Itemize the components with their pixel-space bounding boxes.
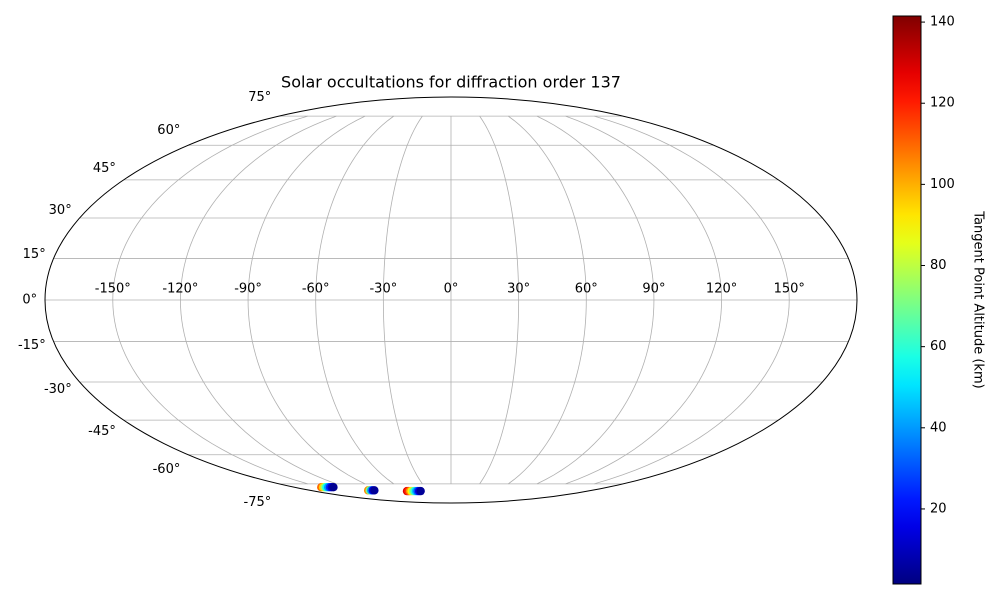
data-point — [370, 486, 379, 495]
colorbar-tick-label: 40 — [930, 420, 947, 435]
grid-line — [382, 115, 423, 485]
x-tick-label: 30° — [507, 282, 530, 297]
y-tick-label: 75° — [248, 90, 271, 105]
chart-title: Solar occultations for diffraction order… — [281, 73, 621, 92]
x-tick-label: -30° — [369, 282, 397, 297]
map-frame — [44, 96, 858, 504]
x-tick-label: 0° — [444, 282, 459, 297]
colorbar-ticks: 20 40 60 80 100 120 140 — [921, 15, 955, 516]
grid-line — [315, 115, 394, 485]
grid-line — [180, 115, 337, 485]
y-tick-label: -45° — [88, 424, 116, 439]
y-tick-label: 15° — [23, 247, 46, 262]
grid-layer — [45, 115, 857, 485]
grid-line — [536, 115, 655, 485]
x-tick-label: -90° — [234, 282, 262, 297]
y-tick-label: -30° — [44, 382, 72, 397]
y-tick-label: 45° — [93, 161, 116, 176]
colorbar-tick-label: 140 — [930, 15, 955, 30]
y-tick-label: -15° — [18, 338, 46, 353]
x-tick-label: -60° — [302, 282, 330, 297]
y-tick-label: 60° — [157, 123, 180, 138]
x-tick-label: 120° — [706, 282, 737, 297]
grid-line — [479, 115, 520, 485]
colorbar — [892, 15, 922, 585]
data-point — [416, 486, 425, 496]
y-tick-label: 30° — [49, 203, 72, 218]
grid-line — [247, 115, 366, 485]
y-tick-label: 0° — [22, 293, 37, 308]
grid-line — [112, 115, 308, 485]
grid-line — [594, 115, 790, 485]
x-tick-label: 150° — [774, 282, 805, 297]
x-tick-label: -150° — [95, 282, 131, 297]
colorbar-tick-label: 80 — [930, 258, 947, 273]
points — [317, 482, 425, 496]
colorbar-tick-label: 60 — [930, 339, 947, 354]
colorbar-tick-label: 100 — [930, 177, 955, 192]
x-tick-label: 90° — [642, 282, 665, 297]
x-tick-label: -120° — [162, 282, 198, 297]
grid-line — [565, 115, 722, 485]
y-tick-label: -75° — [244, 495, 272, 510]
y-tick-label: -60° — [153, 462, 181, 477]
colorbar-tick-label: 120 — [930, 96, 955, 111]
colorbar-label: Tangent Point Altitude (km) — [971, 210, 986, 388]
data-point — [329, 482, 338, 492]
grid-line — [508, 115, 587, 485]
labels: -75° -60° -45° -30° -15° 0° 15° 30° 45° 60° 75° -15… — [18, 90, 805, 510]
colorbar-tick-label: 20 — [930, 501, 947, 516]
x-tick-label: 60° — [575, 282, 598, 297]
